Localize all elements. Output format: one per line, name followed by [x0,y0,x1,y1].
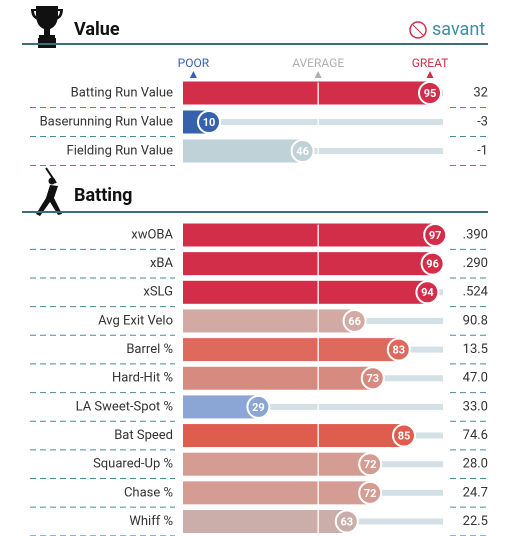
metric-label: xSLG [143,285,173,300]
stat-value: 28.0 [463,457,488,472]
metric-label: Baserunning Run Value [40,114,174,129]
metric-label: Whiff % [129,514,173,529]
percentile-value: 63 [340,515,353,528]
percentile-badge [334,509,359,534]
bar [183,510,347,533]
percentile-badge [360,366,385,391]
percentile-badge [415,280,440,305]
section-title: Batting [74,185,132,206]
percentile-value: 46 [296,145,309,158]
bar [183,280,428,304]
stat-value: 90.8 [463,313,488,328]
stat-value: 22.5 [463,514,488,529]
percentile-value: 10 [203,116,216,129]
bar [183,424,404,448]
scale-marker [314,71,322,78]
percentile-value: 83 [392,344,405,357]
metric-label: xBA [150,256,174,271]
batter-icon [36,167,62,216]
bar [183,452,371,476]
metric-label: Chase % [124,485,173,500]
stat-value: 32 [473,85,488,100]
bar [183,252,433,276]
stat-value: .390 [463,227,488,242]
percentile-value: 95 [424,87,437,100]
percentile-value: 94 [421,286,434,299]
stat-value: .524 [463,285,489,300]
metric-label: Hard-Hit % [112,371,173,386]
bar [183,395,259,419]
scale-marker [426,71,434,78]
percentile-badge [342,308,367,333]
scale-marker [189,71,197,78]
bar [183,338,399,362]
percentile-badge [423,223,448,247]
stat-value: 47.0 [463,371,488,386]
trophy-icon [31,6,63,48]
savant-logo: savant [409,19,485,40]
percentile-value: 97 [429,229,442,242]
track [183,403,443,410]
percentile-value: 72 [364,458,377,471]
percentile-badge [420,251,445,276]
percentile-value: 85 [398,429,411,442]
stat-value: -3 [477,114,488,129]
stat-value: 33.0 [463,399,488,414]
scale-label: AVERAGE [292,56,344,70]
metric-label: Batting Run Value [71,85,174,100]
percentile-badge [290,139,315,163]
metric-label: xwOBA [131,227,173,242]
metric-label: Bat Speed [114,428,173,443]
bar [183,309,355,333]
percentile-badge [418,81,442,105]
scale-label: GREAT [412,56,449,70]
bar [183,481,371,505]
percentile-badge [197,110,221,134]
track [183,119,443,125]
percentile-badge [358,452,383,477]
metric-label: Barrel % [126,342,173,357]
percentile-value: 29 [252,401,265,414]
percentile-value: 72 [364,487,377,500]
stat-value: -1 [477,143,488,158]
percentile-value: 66 [348,315,361,328]
stat-value: 24.7 [463,485,488,500]
logo-text: savant [432,19,485,40]
bar [183,223,436,247]
scale-label: POOR [178,56,210,70]
percentile-badge [386,337,411,362]
stat-value: 74.6 [463,428,488,443]
percentile-value: 96 [426,258,439,271]
metric-label: Avg Exit Velo [98,313,173,328]
section-title: Value [74,19,120,40]
bar [183,366,373,390]
stat-value: 13.5 [463,342,488,357]
percentile-badge [246,394,271,419]
percentile-badge [392,423,416,448]
metric-label: LA Sweet-Spot % [76,399,173,414]
percentile-badge [358,480,383,505]
stat-value: .290 [463,256,488,271]
metric-label: Squared-Up % [93,457,173,472]
percentile-value: 73 [366,372,379,385]
bar [183,139,303,163]
metric-label: Fielding Run Value [67,143,174,158]
bar [183,81,430,105]
